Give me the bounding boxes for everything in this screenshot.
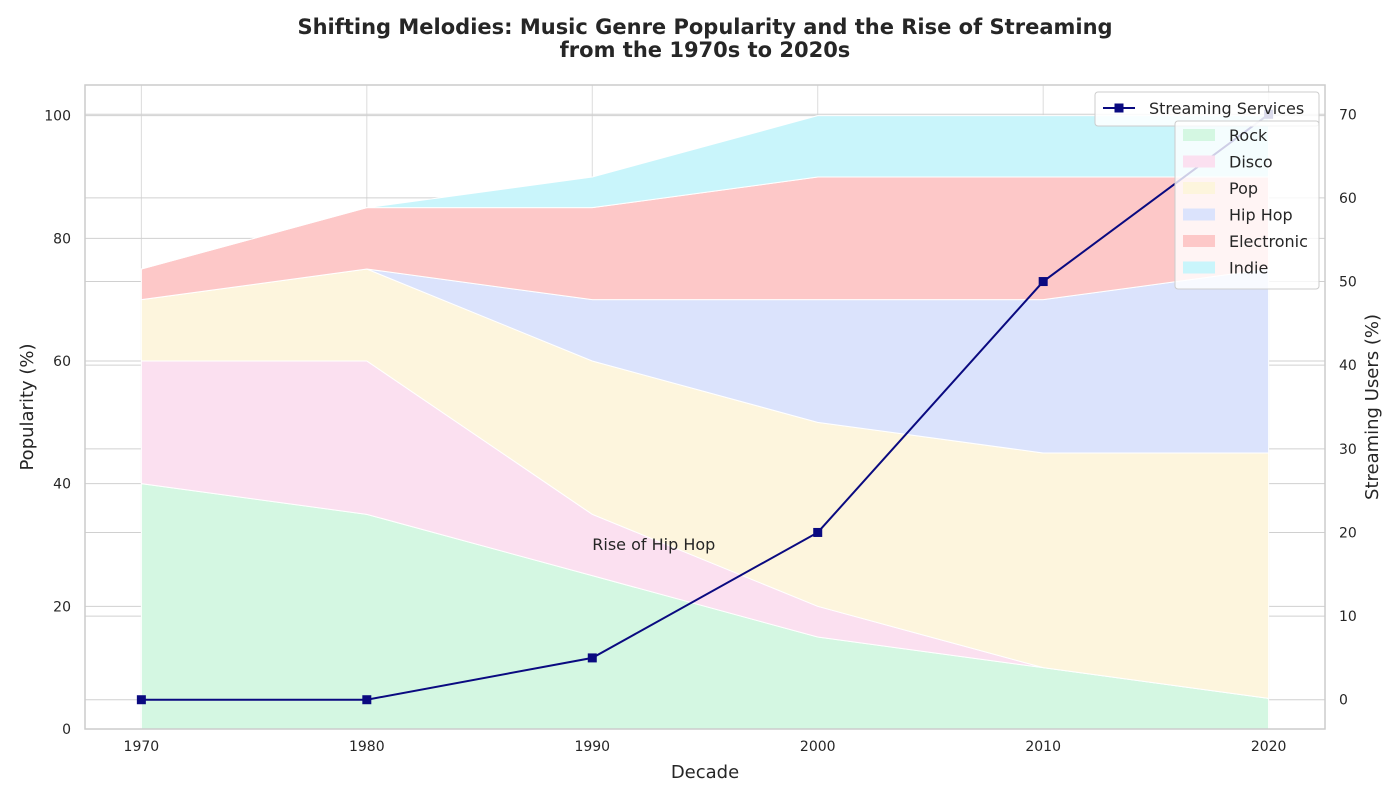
chart-title-line-2: from the 1970s to 2020s: [560, 38, 851, 62]
streaming-line-path: [141, 113, 1270, 701]
x-axis-label: Decade: [671, 762, 739, 783]
streaming-marker: [1038, 277, 1048, 287]
legend-label: Indie: [1229, 259, 1268, 278]
axes: 1970 1980 1990 2000 2010 2020 0 20 40 60 80 100 0 10 2…: [44, 84, 1357, 755]
y-axis-label: Popularity (%): [17, 343, 38, 470]
x-tick-label: 2020: [1251, 739, 1287, 755]
legend: Streaming Services Rock Disco Pop Hip Hop Ele…: [1094, 91, 1320, 290]
y2-tick-label: 10: [1339, 609, 1357, 625]
y2-tick-label: 0: [1339, 693, 1348, 709]
y-tick-label: 60: [53, 354, 71, 370]
y-tick-label: 80: [53, 231, 71, 247]
y2-tick-label: 30: [1339, 442, 1357, 458]
y2-tick-label: 50: [1339, 275, 1357, 291]
area-series: [140, 115, 1270, 730]
legend-line-box: Streaming Services: [1094, 91, 1320, 127]
legend-swatch: [1183, 129, 1215, 141]
legend-label: Rock: [1229, 126, 1268, 145]
legend-label: Disco: [1229, 153, 1273, 172]
annotations: Rise of Hip Hop: [592, 535, 715, 554]
y2-tick-label: 60: [1339, 191, 1357, 207]
x-tick-label: 2000: [800, 739, 836, 755]
annotation-text: Rise of Hip Hop: [592, 535, 715, 554]
streaming-marker: [362, 695, 372, 705]
streaming-marker: [813, 527, 823, 537]
x-tick-label: 1990: [574, 739, 610, 755]
legend-swatch: [1183, 182, 1215, 194]
plot-frame: [84, 84, 1326, 730]
legend-swatch: [1183, 261, 1215, 274]
y2-axis-label: Streaming Users (%): [1362, 314, 1383, 500]
chart-title-line-1: Shifting Melodies: Music Genre Popularit…: [297, 15, 1112, 39]
legend-swatch: [1183, 235, 1215, 247]
legend-label: Pop: [1229, 179, 1258, 198]
y-tick-label: 0: [62, 722, 71, 738]
legend-swatch: [1183, 208, 1215, 221]
legend-swatch: [1183, 155, 1215, 168]
y2-tick-label: 70: [1339, 107, 1357, 123]
x-tick-label: 2010: [1025, 739, 1061, 755]
x-tick-label: 1970: [124, 739, 160, 755]
legend-label: Hip Hop: [1229, 206, 1293, 225]
legend-label: Streaming Services: [1149, 99, 1304, 118]
legend-line-marker: [1114, 103, 1124, 113]
legend-label: Electronic: [1229, 232, 1308, 251]
y-tick-label: 40: [53, 477, 71, 493]
y2-tick-label: 20: [1339, 525, 1357, 541]
legend-area-box: Rock Disco Pop Hip Hop Electronic Indie: [1174, 120, 1320, 290]
y-tick-label: 100: [44, 109, 71, 125]
y-tick-label: 20: [53, 599, 71, 615]
x-tick-label: 1980: [349, 739, 385, 755]
streaming-marker: [587, 653, 597, 663]
y2-tick-label: 40: [1339, 358, 1357, 374]
streaming-marker: [136, 695, 146, 705]
